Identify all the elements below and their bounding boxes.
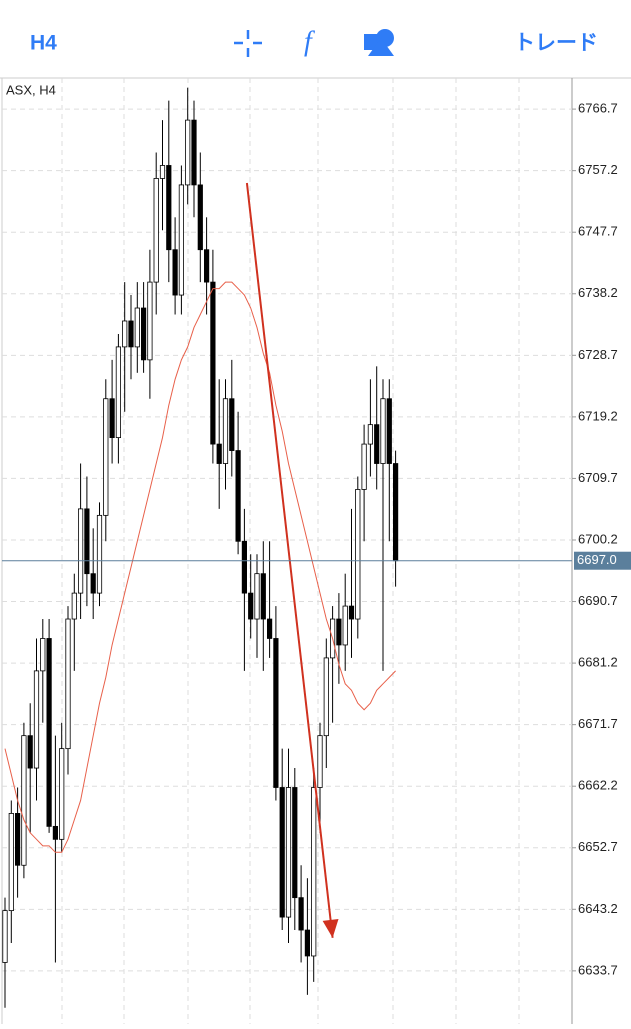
candle-body — [285, 787, 292, 918]
candle-body — [367, 424, 374, 445]
candle-body — [185, 119, 191, 186]
candle-body — [392, 463, 399, 562]
candle-body — [140, 307, 147, 361]
candle-body — [65, 618, 71, 750]
y-tick-label: 6738.2 — [578, 285, 618, 300]
y-tick-label: 6662.2 — [578, 778, 618, 793]
candle-body — [266, 618, 273, 639]
y-tick-label: 6709.7 — [578, 470, 618, 485]
candle-body — [46, 638, 52, 827]
objects-icon[interactable] — [364, 29, 394, 56]
y-tick-label: 6671.7 — [578, 716, 618, 731]
candle-body — [27, 735, 33, 769]
candle-body — [317, 735, 323, 788]
candle-body — [203, 249, 210, 283]
candle-body — [8, 813, 14, 912]
candle-body — [14, 813, 21, 866]
candle-body — [128, 320, 134, 348]
indicator-button[interactable]: f — [304, 26, 315, 57]
candle-body — [59, 748, 65, 840]
candle-body — [304, 929, 311, 957]
candle-body — [336, 618, 342, 646]
candle-body — [52, 825, 59, 840]
candle-body — [235, 450, 241, 542]
y-tick-label: 6681.2 — [578, 655, 618, 670]
candle-body — [311, 787, 317, 957]
candle-body — [178, 184, 184, 296]
y-tick-label: 6757.2 — [578, 162, 618, 177]
candle-body — [109, 398, 115, 439]
candle-body — [229, 398, 235, 451]
candle-body — [90, 573, 96, 594]
trendline-arrowhead — [322, 919, 339, 938]
candle-body — [342, 605, 348, 646]
y-tick-label: 6643.2 — [578, 901, 618, 916]
candle-body — [159, 165, 166, 179]
candle-body — [2, 910, 8, 963]
y-tick-label: 6633.7 — [578, 962, 618, 977]
candle-body — [292, 787, 298, 899]
candle-body — [78, 508, 84, 594]
candle-body — [134, 307, 140, 348]
y-tick-label: 6652.7 — [578, 839, 618, 854]
candle-body — [241, 540, 247, 594]
current-price-label: 6697.0 — [577, 552, 617, 567]
candle-body — [172, 249, 178, 296]
candle-body — [348, 605, 355, 620]
y-tick-label: 6747.7 — [578, 224, 618, 239]
chart-title: ASX, H4 — [6, 82, 56, 97]
candle-body — [103, 398, 109, 516]
candle-body — [71, 592, 77, 620]
candle-body — [374, 424, 380, 464]
candle-body — [33, 670, 40, 769]
timeframe-button[interactable]: H4 — [30, 32, 57, 55]
candle-body — [21, 735, 27, 866]
trade-button[interactable]: トレード — [514, 32, 598, 55]
candle-body — [197, 184, 203, 251]
current-price-badge — [574, 551, 631, 570]
y-tick-label: 6766.7 — [578, 101, 618, 116]
candle-body — [210, 281, 216, 445]
candle-body — [279, 787, 285, 918]
candle-body — [254, 573, 260, 620]
candle-body — [222, 398, 229, 464]
candle-body — [260, 573, 266, 620]
candle-body — [166, 165, 172, 251]
y-tick-label: 6719.2 — [578, 408, 618, 423]
candle-body — [147, 281, 153, 361]
y-tick-label: 6700.2 — [578, 531, 618, 546]
candle-body — [122, 320, 128, 348]
candle-body — [153, 178, 159, 283]
candle-body — [361, 443, 367, 490]
candle-body — [84, 508, 90, 575]
candle-body — [355, 489, 361, 620]
candle-body — [216, 443, 222, 464]
candle-body — [40, 638, 46, 672]
y-tick-label: 6728.7 — [578, 347, 618, 362]
candle-body — [323, 657, 329, 737]
toolbar — [0, 0, 631, 78]
candle-body — [248, 592, 254, 620]
candle-body — [380, 398, 386, 464]
candle-body — [273, 638, 279, 788]
candle-body — [115, 346, 121, 439]
candle-body — [386, 398, 392, 464]
vertical-grid — [61, 78, 520, 1024]
y-tick-label: 6690.7 — [578, 593, 618, 608]
candle-body — [298, 897, 304, 931]
moving-average — [4, 281, 396, 853]
crosshair-icon[interactable] — [234, 30, 262, 57]
candle-body — [96, 514, 103, 594]
candle-body — [191, 119, 197, 186]
